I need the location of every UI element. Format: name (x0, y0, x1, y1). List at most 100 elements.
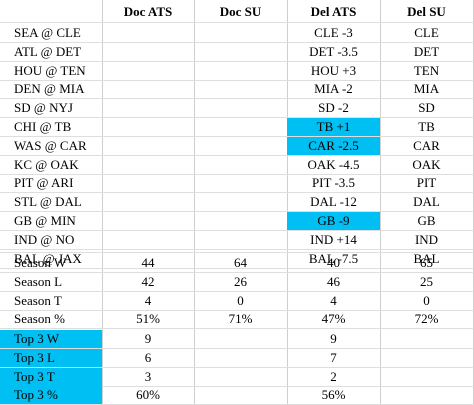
del-ats-cell[interactable]: 46 (327, 274, 340, 289)
del-ats-cell[interactable]: 40 (327, 255, 340, 270)
matchup-cell[interactable]: STL @ DAL (14, 194, 82, 209)
doc-su-cell[interactable] (194, 62, 287, 80)
doc-ats-cell[interactable] (102, 231, 194, 249)
del-ats-cell[interactable]: SD -2 (318, 100, 349, 115)
matchup-cell[interactable]: HOU @ TEN (14, 63, 86, 78)
del-su-cell[interactable]: GB (417, 213, 436, 228)
matchup-cell[interactable]: WAS @ CAR (14, 138, 87, 153)
del-ats-cell[interactable]: 2 (330, 369, 337, 384)
del-ats-cell[interactable]: 4 (330, 293, 337, 308)
del-su-cell[interactable]: OAK (412, 157, 441, 172)
doc-su-cell[interactable] (194, 118, 287, 136)
del-ats-cell[interactable]: 7 (330, 350, 337, 365)
doc-su-cell[interactable] (194, 231, 287, 249)
season-label-cell[interactable]: Season % (14, 311, 65, 326)
del-ats-cell[interactable]: OAK -4.5 (307, 157, 360, 172)
doc-ats-cell[interactable] (102, 212, 194, 230)
doc-ats-cell[interactable] (102, 193, 194, 211)
del-ats-cell[interactable]: TB +1 (287, 118, 380, 136)
doc-ats-cell[interactable] (102, 99, 194, 117)
del-su-cell[interactable]: 72% (414, 311, 439, 326)
doc-su-cell[interactable] (194, 349, 287, 367)
doc-ats-cell[interactable] (102, 24, 194, 42)
doc-su-cell[interactable]: 26 (234, 274, 247, 289)
doc-su-cell[interactable] (194, 368, 287, 386)
doc-su-cell[interactable]: 64 (234, 255, 247, 270)
doc-su-cell[interactable] (194, 137, 287, 155)
doc-su-cell[interactable] (194, 174, 287, 192)
del-ats-cell[interactable]: 9 (330, 331, 337, 346)
matchup-cell[interactable]: GB @ MIN (14, 213, 76, 228)
doc-su-cell[interactable] (194, 193, 287, 211)
del-su-cell[interactable]: CAR (413, 138, 440, 153)
del-su-cell[interactable]: DET (413, 44, 440, 59)
matchup-cell[interactable]: PIT @ ARI (14, 175, 74, 190)
del-su-cell[interactable] (380, 330, 473, 348)
doc-ats-cell[interactable]: 44 (141, 255, 155, 270)
top3-label-cell[interactable]: Top 3 T (0, 368, 102, 386)
del-su-cell[interactable]: 25 (420, 274, 433, 289)
doc-ats-cell[interactable]: 51% (136, 311, 160, 326)
del-su-cell[interactable]: 0 (423, 293, 430, 308)
doc-ats-cell[interactable]: 9 (144, 331, 152, 346)
season-label-cell[interactable]: Season L (14, 274, 63, 289)
top3-label-cell[interactable]: Top 3 L (0, 349, 102, 367)
del-su-cell[interactable] (380, 349, 473, 367)
del-ats-cell[interactable]: MIA -2 (314, 81, 353, 96)
doc-su-cell[interactable] (194, 386, 287, 404)
del-su-cell[interactable]: TB (418, 119, 435, 134)
matchup-cell[interactable]: KC @ OAK (14, 157, 79, 172)
del-su-cell[interactable] (380, 368, 473, 386)
matchup-cell[interactable]: DEN @ MIA (14, 81, 85, 96)
del-ats-cell[interactable]: DAL -12 (310, 194, 357, 209)
doc-ats-cell[interactable]: 42 (141, 274, 155, 289)
doc-su-cell[interactable] (194, 212, 287, 230)
doc-su-cell[interactable] (194, 330, 287, 348)
doc-ats-cell[interactable] (102, 43, 194, 61)
doc-ats-cell[interactable] (102, 62, 194, 80)
doc-su-cell[interactable] (194, 43, 287, 61)
doc-ats-cell[interactable] (102, 118, 194, 136)
doc-ats-cell[interactable]: 4 (144, 293, 152, 308)
doc-ats-cell[interactable] (102, 80, 194, 98)
matchup-cell[interactable]: IND @ NO (14, 232, 75, 247)
matchup-cell[interactable]: ATL @ DET (14, 44, 82, 59)
del-su-cell[interactable]: SD (418, 100, 435, 115)
del-ats-cell[interactable]: DET -3.5 (309, 44, 358, 59)
del-su-cell[interactable]: CLE (414, 25, 439, 40)
doc-su-cell[interactable] (194, 80, 287, 98)
doc-ats-cell[interactable] (102, 137, 194, 155)
del-ats-cell[interactable]: BAL -7.5 (308, 251, 359, 266)
doc-su-cell[interactable] (194, 99, 287, 117)
doc-su-cell[interactable] (194, 156, 287, 174)
season-label-cell[interactable]: Season W (14, 255, 67, 270)
del-su-cell[interactable]: IND (414, 232, 439, 247)
del-ats-cell[interactable]: IND +14 (310, 232, 357, 247)
del-su-cell[interactable]: PIT (416, 175, 437, 190)
del-su-cell[interactable]: MIA (413, 81, 440, 96)
del-ats-cell[interactable]: CLE -3 (314, 25, 353, 40)
matchup-cell[interactable]: SEA @ CLE (14, 25, 81, 40)
del-ats-cell[interactable]: CAR -2.5 (287, 137, 380, 155)
del-su-cell[interactable] (380, 386, 473, 404)
doc-su-cell[interactable]: 71% (228, 311, 253, 326)
top3-label-cell[interactable]: Top 3 W (0, 330, 102, 348)
season-label-cell[interactable]: Season T (14, 293, 62, 308)
top3-label-cell[interactable]: Top 3 % (0, 386, 102, 404)
doc-ats-cell[interactable]: 6 (144, 350, 152, 365)
del-ats-cell[interactable]: HOU +3 (310, 63, 357, 78)
del-su-cell[interactable]: BAL (413, 251, 440, 266)
del-ats-cell[interactable]: 56% (321, 387, 346, 402)
matchup-cell[interactable]: BAL @ JAX (14, 251, 82, 266)
del-ats-cell[interactable]: 47% (321, 311, 346, 326)
del-ats-cell[interactable]: GB -9 (287, 212, 380, 230)
matchup-cell[interactable]: SD @ NYJ (14, 100, 73, 115)
matchup-cell[interactable]: CHI @ TB (14, 119, 72, 134)
doc-ats-cell[interactable] (102, 174, 194, 192)
del-su-cell[interactable]: TEN (413, 63, 440, 78)
doc-ats-cell[interactable]: 60% (136, 387, 160, 402)
doc-ats-cell[interactable] (102, 156, 194, 174)
doc-ats-cell[interactable]: 3 (144, 369, 152, 384)
doc-su-cell[interactable]: 0 (237, 293, 244, 308)
del-su-cell[interactable]: 65 (420, 255, 433, 270)
